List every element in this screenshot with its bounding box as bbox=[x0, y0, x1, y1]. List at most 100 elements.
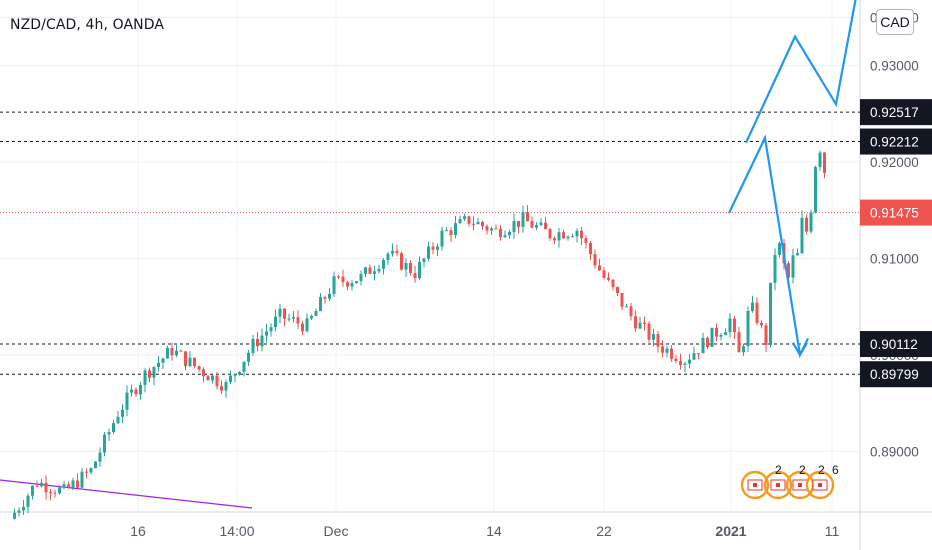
candle-body bbox=[472, 223, 475, 225]
candle-body bbox=[49, 492, 52, 494]
flag-leaf-icon bbox=[753, 483, 757, 487]
candle-body bbox=[553, 238, 556, 241]
projection-arrows bbox=[728, 0, 857, 359]
candle-body bbox=[251, 338, 255, 353]
candle-body bbox=[431, 246, 435, 250]
candle-body bbox=[566, 236, 570, 239]
candle-body bbox=[715, 327, 718, 337]
candle-body bbox=[116, 416, 120, 424]
candle-body bbox=[35, 485, 39, 487]
candle-body bbox=[296, 317, 300, 324]
flag-leaf-icon bbox=[776, 483, 780, 487]
candle-body bbox=[148, 370, 151, 378]
candle-body bbox=[346, 282, 349, 287]
currency-badge[interactable]: CAD bbox=[876, 9, 914, 35]
candle-body bbox=[773, 254, 777, 283]
event-count-label: 6 bbox=[832, 463, 839, 477]
candle-body bbox=[787, 263, 790, 278]
event-count-label: 2 bbox=[775, 463, 782, 477]
candle-body bbox=[778, 243, 781, 255]
candle-body bbox=[548, 229, 552, 239]
time-tick-label: 11 bbox=[825, 523, 840, 539]
candle-body bbox=[292, 317, 295, 319]
candle-body bbox=[670, 348, 673, 359]
candle-body bbox=[166, 347, 169, 359]
candle-body bbox=[791, 255, 795, 278]
candle-body bbox=[458, 219, 462, 224]
candle-body bbox=[224, 382, 228, 391]
candle-body bbox=[184, 351, 187, 367]
event-marker-icon bbox=[740, 470, 770, 500]
candle-body bbox=[71, 480, 75, 488]
candle-body bbox=[40, 482, 43, 487]
candle-body bbox=[616, 287, 619, 294]
level-label: 0.89799 bbox=[870, 367, 919, 382]
candle-body bbox=[526, 212, 529, 222]
candle-body bbox=[454, 223, 457, 236]
candle-body bbox=[679, 361, 682, 365]
candle-body bbox=[818, 152, 822, 168]
candle-body bbox=[134, 389, 138, 395]
candle-body bbox=[125, 392, 129, 410]
event-count-label: 2 bbox=[799, 463, 806, 477]
candle-body bbox=[139, 384, 142, 395]
candle-body bbox=[391, 250, 394, 254]
candle-body bbox=[629, 306, 633, 317]
candle-body bbox=[589, 242, 592, 255]
candle-body bbox=[238, 371, 241, 375]
price-tick-label: 0.93000 bbox=[870, 59, 919, 74]
candle-body bbox=[769, 282, 772, 346]
candle-body bbox=[161, 358, 165, 363]
candle-body bbox=[683, 363, 687, 365]
candle-body bbox=[332, 276, 336, 294]
price-axis-panel bbox=[860, 0, 932, 550]
candle-body bbox=[724, 332, 727, 335]
candle-body bbox=[760, 322, 763, 326]
candle-body bbox=[400, 253, 403, 270]
candle-body bbox=[220, 386, 223, 391]
candle-body bbox=[701, 337, 705, 354]
candle-body bbox=[463, 216, 466, 220]
price-tick-label: 0.91000 bbox=[870, 251, 919, 266]
candle-body bbox=[580, 230, 583, 239]
candle-body bbox=[652, 334, 655, 340]
candle-body bbox=[377, 268, 381, 272]
candle-body bbox=[440, 230, 444, 247]
candle-body bbox=[364, 267, 367, 274]
time-tick-label: Dec bbox=[324, 523, 349, 539]
candle-body bbox=[661, 346, 664, 353]
candle-body bbox=[620, 293, 624, 307]
candle-body bbox=[544, 222, 547, 230]
candle-body bbox=[26, 495, 30, 507]
candle-body bbox=[733, 318, 736, 333]
candle-body bbox=[467, 216, 471, 224]
candle-body bbox=[58, 487, 61, 494]
candle-body bbox=[107, 432, 111, 435]
current-price-label: 0.91475 bbox=[870, 206, 919, 221]
candle-body bbox=[409, 262, 412, 274]
candle-body bbox=[202, 369, 205, 377]
candle-body bbox=[328, 293, 331, 299]
candle-body bbox=[607, 277, 610, 280]
candle-body bbox=[742, 346, 745, 353]
candle-body bbox=[373, 271, 376, 274]
candle-body bbox=[80, 471, 84, 488]
candle-body bbox=[67, 484, 70, 488]
candle-body bbox=[103, 434, 106, 453]
flag-leaf-icon bbox=[818, 483, 822, 487]
candle-body bbox=[17, 510, 21, 513]
candle-body bbox=[706, 337, 709, 347]
candle-body bbox=[499, 228, 502, 238]
candle-body bbox=[341, 276, 345, 283]
candle-body bbox=[188, 357, 192, 367]
time-tick-label: 22 bbox=[596, 523, 612, 539]
event-marker-icon bbox=[805, 470, 835, 500]
candle-body bbox=[490, 228, 493, 231]
candle-body bbox=[314, 311, 318, 316]
candle-body bbox=[22, 506, 25, 511]
trend-line bbox=[0, 479, 253, 509]
candle-body bbox=[337, 276, 340, 278]
candle-body bbox=[535, 225, 538, 228]
